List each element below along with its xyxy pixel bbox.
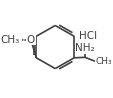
Text: CH₃: CH₃: [95, 57, 111, 66]
Text: O: O: [27, 35, 35, 45]
Text: HCl: HCl: [78, 31, 96, 41]
Text: NH₂: NH₂: [75, 43, 94, 53]
Text: CH₃: CH₃: [1, 35, 20, 45]
Text: O: O: [16, 35, 24, 45]
